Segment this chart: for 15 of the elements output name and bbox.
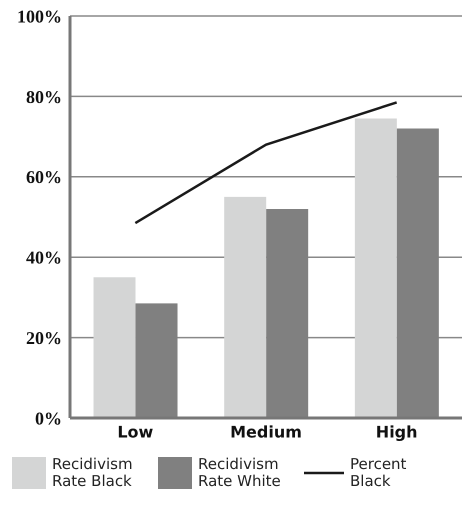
y-tick-label: 100% [17,6,62,26]
y-tick-label: 80% [26,86,62,107]
bar [94,277,136,418]
y-tick-label: 60% [26,167,62,188]
legend-label: Percent Black [350,455,408,490]
y-tick-label: 40% [26,248,62,268]
y-tick-label: 0% [35,408,62,428]
legend-label: Recidivism Rate Black [52,455,134,490]
x-tick-label: Low [117,422,154,442]
y-tick-label: 20% [26,328,62,348]
x-tick-label: Medium [230,422,302,442]
legend-label: Recidivism Rate White [198,455,282,490]
bar [354,118,397,418]
bar [224,196,266,418]
x-tick-label: High [376,422,418,442]
